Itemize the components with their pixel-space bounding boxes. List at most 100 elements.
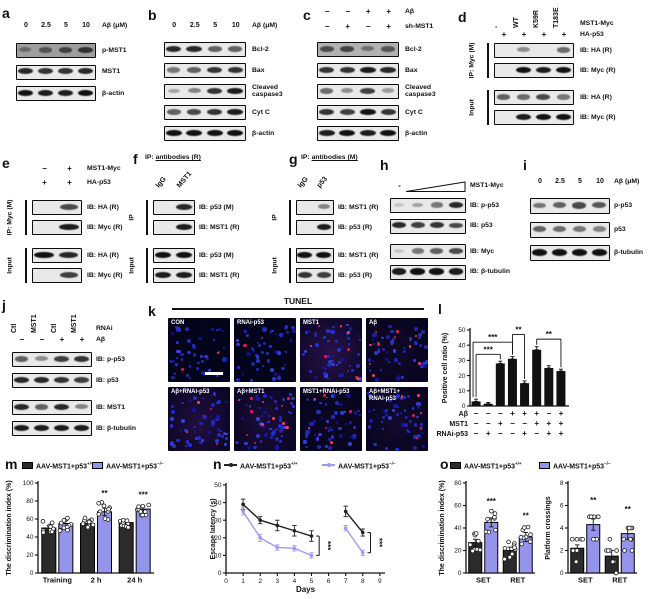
nucleus-dot	[388, 324, 392, 329]
nucleus-dot	[266, 359, 270, 363]
nucleus-dot	[189, 365, 192, 368]
nucleus-dot	[201, 439, 204, 442]
blot-band	[75, 404, 88, 410]
svg-text:**: **	[515, 326, 522, 335]
nucleus-dot	[330, 393, 336, 399]
blot-band	[175, 223, 192, 230]
nucleus-dot	[263, 342, 267, 346]
nucleus-dot	[394, 357, 398, 362]
nucleus-dot	[210, 420, 215, 425]
nucleus-dot	[213, 338, 216, 341]
blot-box	[390, 218, 466, 234]
legend-swatch	[450, 462, 461, 470]
nucleus-dot	[387, 415, 392, 420]
lane-label: 5	[213, 22, 218, 29]
group-bracket-line	[25, 248, 27, 283]
nucleus-dot	[222, 329, 225, 332]
svg-text:2: 2	[560, 548, 564, 555]
nucleus-dot	[176, 327, 181, 332]
nucleus-dot	[291, 325, 295, 329]
nucleus-dot	[327, 429, 331, 433]
nucleus-dot	[382, 416, 386, 420]
blot-row-label: IB: Myc	[470, 247, 495, 255]
nucleus-dot	[323, 372, 327, 376]
blot-band	[59, 223, 79, 230]
panel-h-blot: h - MST1-Myc IB: p-p53 IB: p53 IB: Myc IB: β-t…	[378, 152, 518, 295]
nucleus-dot	[271, 429, 276, 434]
lane-label: Ctl	[11, 323, 18, 333]
nucleus-dot	[244, 330, 247, 333]
blot-band	[35, 356, 48, 362]
lane-label: MST1	[71, 314, 78, 333]
blot-band	[207, 46, 222, 52]
svg-text:+: +	[534, 409, 539, 418]
blot-band	[53, 403, 69, 410]
blot-row-label: IB: p53 (M)	[199, 203, 234, 211]
blot-band	[340, 46, 355, 52]
nucleus-dot	[417, 434, 422, 439]
nucleus-dot	[331, 363, 335, 367]
nucleus-dot	[319, 401, 323, 405]
lane-label: 10	[596, 178, 604, 185]
nucleus-dot	[340, 345, 344, 349]
blot-band	[532, 202, 546, 209]
nucleus-dot	[406, 428, 409, 431]
nucleus-dot	[252, 350, 256, 354]
nucleus-dot	[358, 338, 361, 341]
nucleus-dot	[274, 399, 278, 403]
blot-row-label: p53	[614, 225, 626, 233]
svg-text:10: 10	[214, 553, 222, 560]
svg-text:3: 3	[275, 578, 279, 585]
svg-text:+: +	[522, 409, 527, 418]
nucleus-dot	[256, 359, 261, 364]
nucleus-dot	[345, 323, 349, 327]
nucleus-dot	[271, 376, 276, 381]
cond-symbol: −	[42, 164, 47, 173]
svg-text:7: 7	[344, 578, 348, 585]
blot-band	[154, 271, 171, 278]
nucleus-dot	[273, 372, 278, 376]
nucleus-dot	[269, 345, 272, 348]
blot-box	[494, 90, 574, 105]
svg-text:40: 40	[214, 500, 222, 507]
blot-band	[318, 129, 335, 136]
nucleus-dot	[368, 410, 372, 413]
tunel-image: Aβ+MST1	[234, 387, 296, 451]
panel-letter-f: f	[133, 151, 138, 167]
blot-band	[316, 223, 332, 230]
cond-symbol: −	[324, 22, 330, 31]
nucleus-dot	[334, 339, 338, 344]
nucleus-dot	[318, 432, 322, 436]
tunel-positive-dot	[349, 410, 353, 414]
nucleus-dot	[310, 346, 313, 349]
nucleus-dot	[421, 444, 425, 448]
nucleus-dot	[274, 445, 279, 450]
svg-text:***: ***	[484, 345, 494, 354]
blot-band	[207, 87, 223, 94]
tunel-title: TUNEL	[283, 296, 313, 306]
blot-band	[360, 87, 376, 94]
lane-label: 0	[24, 22, 28, 29]
blot-band	[187, 88, 201, 94]
blot-band	[227, 66, 243, 73]
blot-band	[340, 88, 354, 94]
nucleus-dot	[186, 339, 192, 344]
blot-band	[175, 203, 192, 210]
svg-text:RET: RET	[510, 576, 525, 585]
blot-band	[17, 89, 34, 97]
blot-band	[227, 129, 244, 137]
blot-band	[380, 129, 397, 137]
blot-band	[572, 226, 586, 232]
legend-entry: AAV-MST1+p53−/−	[322, 459, 396, 471]
nucleus-dot	[216, 417, 221, 421]
nucleus-dot	[256, 396, 261, 401]
blot-band	[207, 66, 223, 73]
nucleus-dot	[273, 349, 278, 354]
blot-row-label: MST1	[102, 68, 121, 75]
nucleus-dot	[261, 337, 264, 340]
blot-band	[361, 46, 374, 52]
nucleus-dot	[339, 326, 342, 329]
nucleus-dot	[372, 333, 377, 338]
blot-row-label: IB: β-tubulin	[470, 268, 511, 275]
blot-box	[12, 400, 92, 415]
